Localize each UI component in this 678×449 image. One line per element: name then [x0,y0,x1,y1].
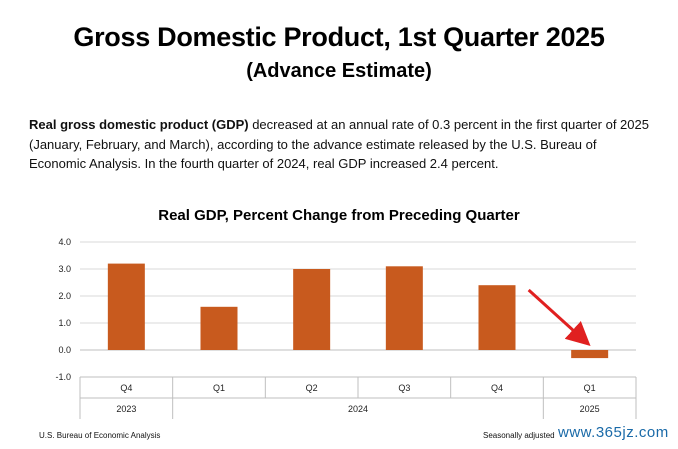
seasonal-note: Seasonally adjusted [483,431,555,440]
chart-title: Real GDP, Percent Change from Preceding … [158,207,520,224]
x-tick-label: Q2 [306,383,318,393]
summary-lead: Real gross domestic product (GDP) [29,117,249,132]
year-label: 2025 [580,404,600,414]
y-tick-label: 2.0 [58,291,71,301]
x-tick-label: Q4 [120,383,132,393]
bar-3 [385,266,423,350]
watermark: www.365jz.com [555,424,672,441]
y-tick-label: 0.0 [58,345,71,355]
summary-body: decreased at an annual rate of 0.3 perce… [29,117,649,171]
y-tick-label: 3.0 [58,264,71,274]
y-tick-label: -1.0 [55,372,71,382]
bar-4 [478,285,516,350]
x-tick-label: Q4 [491,383,503,393]
source-note: U.S. Bureau of Economic Analysis [39,431,161,440]
gdp-bar-chart: 4.0 3.0 2.0 1.0 0.0 -1.0 Q4 Q1 Q2 Q3 Q4 Q1 2023 2024 2… [55,237,637,419]
x-tick-label: Q3 [398,383,410,393]
annotation-arrow [527,288,591,347]
bar-2 [293,269,331,350]
bar-5 [571,350,609,359]
year-label: 2023 [116,404,136,414]
x-tick-label: Q1 [584,383,596,393]
y-tick-label: 1.0 [58,318,71,328]
summary-paragraph: Real gross domestic product (GDP) decrea… [29,115,654,174]
page-subtitle: (Advance Estimate) [246,60,432,82]
y-tick-label: 4.0 [58,237,71,247]
year-label: 2024 [348,404,368,414]
x-tick-label: Q1 [213,383,225,393]
bar-1 [200,306,238,350]
bar-0 [107,263,145,350]
page-title: Gross Domestic Product, 1st Quarter 2025 [73,22,605,52]
